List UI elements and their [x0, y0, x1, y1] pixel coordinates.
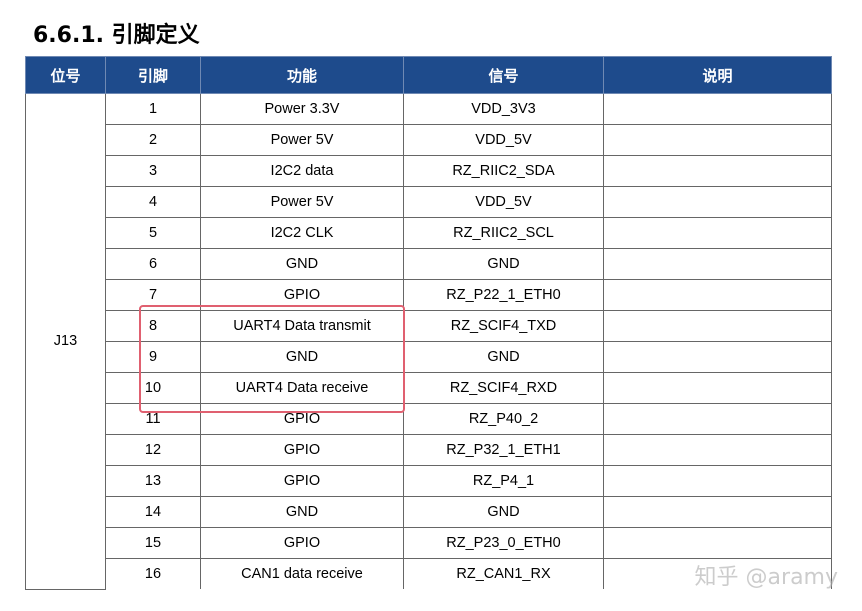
- table-row: 12 GPIO RZ_P32_1_ETH1: [26, 434, 832, 466]
- note-cell: [603, 217, 832, 249]
- function-cell: GPIO: [200, 465, 404, 497]
- table-row: 11 GPIO RZ_P40_2: [26, 403, 832, 435]
- pin-cell: 15: [105, 527, 201, 559]
- signal-cell: RZ_P4_1: [403, 465, 604, 497]
- pin-cell: 16: [105, 558, 201, 589]
- pin-cell: 12: [105, 434, 201, 466]
- table-row: 8 UART4 Data transmit RZ_SCIF4_TXD: [26, 310, 832, 342]
- note-cell: [603, 372, 832, 404]
- signal-cell: RZ_P32_1_ETH1: [403, 434, 604, 466]
- pin-cell: 3: [105, 155, 201, 187]
- note-cell: [603, 248, 832, 280]
- note-cell: [603, 496, 832, 528]
- pin-cell: 5: [105, 217, 201, 249]
- function-cell: GPIO: [200, 527, 404, 559]
- pin-cell: 1: [105, 93, 201, 125]
- highlight-box: [139, 305, 405, 413]
- function-cell: CAN1 data receive: [200, 558, 404, 589]
- function-cell: Power 5V: [200, 186, 404, 218]
- signal-cell: RZ_P22_1_ETH0: [403, 279, 604, 311]
- table-row: 5 I2C2 CLK RZ_RIIC2_SCL: [26, 217, 832, 249]
- pin-cell: 6: [105, 248, 201, 280]
- table-row: 2 Power 5V VDD_5V: [26, 124, 832, 156]
- note-cell: [603, 465, 832, 497]
- note-cell: [603, 341, 832, 373]
- note-cell: [603, 558, 832, 589]
- table-row: 16 CAN1 data receive RZ_CAN1_RX: [26, 558, 832, 589]
- pin-cell: 11: [105, 403, 201, 435]
- note-cell: [603, 403, 832, 435]
- signal-cell: VDD_3V3: [403, 93, 604, 125]
- pin-cell: 4: [105, 186, 201, 218]
- note-cell: [603, 434, 832, 466]
- table-row: 14 GND GND: [26, 496, 832, 528]
- watermark: 知乎 @aramy: [694, 565, 838, 590]
- signal-cell: RZ_RIIC2_SCL: [403, 217, 604, 249]
- table-row: J13 1 Power 3.3V VDD_3V3: [25, 93, 832, 590]
- function-cell: GND: [200, 496, 404, 528]
- table-header-row: 位号 引脚 功能 信号 说明: [25, 56, 832, 94]
- function-cell: I2C2 data: [200, 155, 404, 187]
- table-row: 6 GND GND: [26, 248, 832, 280]
- signal-cell: RZ_P40_2: [403, 403, 604, 435]
- function-cell: UART4 Data transmit: [200, 310, 404, 342]
- note-cell: [603, 310, 832, 342]
- pin-definition-table: 位号 引脚 功能 信号 说明 J13 1 Power 3.3V VDD_3V3 2 Pow…: [25, 56, 832, 590]
- pin-cell: 14: [105, 496, 201, 528]
- signal-cell: RZ_P23_0_ETH0: [403, 527, 604, 559]
- note-cell: [603, 186, 832, 218]
- function-cell: I2C2 CLK: [200, 217, 404, 249]
- function-cell: Power 3.3V: [200, 93, 404, 125]
- pin-cell: 13: [105, 465, 201, 497]
- note-cell: [603, 279, 832, 311]
- signal-cell: RZ_CAN1_RX: [403, 558, 604, 589]
- section-heading: 6.6.1. 引脚定义: [33, 23, 200, 48]
- function-cell: Power 5V: [200, 124, 404, 156]
- pin-cell: 2: [105, 124, 201, 156]
- table-row: 13 GPIO RZ_P4_1: [26, 465, 832, 497]
- signal-cell: GND: [403, 496, 604, 528]
- location-cell: J13: [25, 93, 106, 590]
- signal-cell: VDD_5V: [403, 124, 604, 156]
- table-row: 4 Power 5V VDD_5V: [26, 186, 832, 218]
- signal-cell: GND: [403, 248, 604, 280]
- note-cell: [603, 93, 832, 125]
- header-signal: 信号: [403, 56, 604, 94]
- header-note: 说明: [603, 56, 832, 94]
- signal-cell: GND: [403, 341, 604, 373]
- signal-cell: VDD_5V: [403, 186, 604, 218]
- header-function: 功能: [200, 56, 404, 94]
- function-cell: GND: [200, 248, 404, 280]
- signal-cell: RZ_SCIF4_TXD: [403, 310, 604, 342]
- table-row: 3 I2C2 data RZ_RIIC2_SDA: [26, 155, 832, 187]
- signal-cell: RZ_SCIF4_RXD: [403, 372, 604, 404]
- note-cell: [603, 527, 832, 559]
- note-cell: [603, 124, 832, 156]
- note-cell: [603, 155, 832, 187]
- table-body: J13 1 Power 3.3V VDD_3V3 2 Power 5V VDD_5V 3 I2C…: [25, 93, 832, 590]
- table-row: 15 GPIO RZ_P23_0_ETH0: [26, 527, 832, 559]
- signal-cell: RZ_RIIC2_SDA: [403, 155, 604, 187]
- header-pin: 引脚: [105, 56, 201, 94]
- header-location: 位号: [25, 56, 106, 94]
- function-cell: GPIO: [200, 434, 404, 466]
